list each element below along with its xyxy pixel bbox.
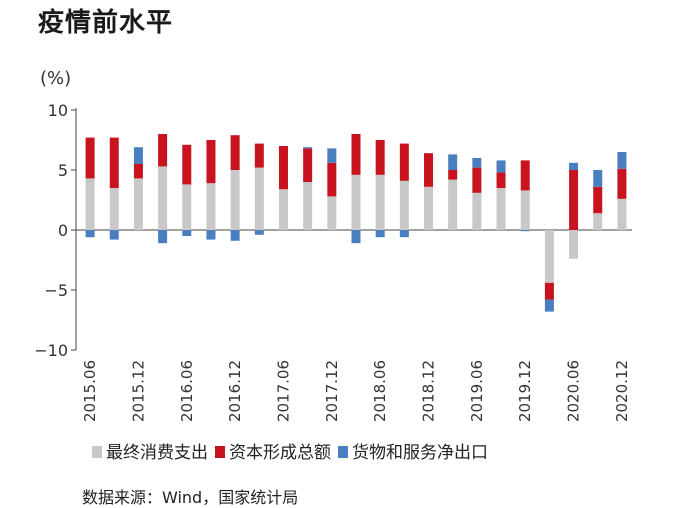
chart-bars: [85, 134, 627, 312]
bar-segment: [303, 147, 313, 149]
x-tick-label: 2017.06: [274, 360, 292, 422]
bar-segment: [109, 188, 119, 230]
x-tick-label: 2019.06: [468, 360, 486, 422]
bar-segment: [158, 230, 168, 244]
bar-segment: [351, 230, 361, 244]
legend-swatch: [338, 446, 348, 458]
bar-segment: [327, 148, 337, 163]
x-tick-label: 2018.06: [371, 360, 389, 422]
bar-segment: [496, 188, 506, 230]
bar-segment: [472, 167, 482, 193]
bar-segment: [569, 230, 579, 259]
bar-segment: [617, 152, 627, 169]
y-tick-label: 5: [58, 161, 68, 180]
chart-legend: 最终消费支出 资本形成总额 货物和服务净出口: [92, 443, 488, 463]
y-tick-label: 10: [48, 101, 68, 120]
bar-segment: [593, 186, 603, 214]
legend-label: 资本形成总额: [229, 443, 331, 463]
bar-segment: [399, 230, 409, 238]
legend-swatch: [92, 446, 102, 458]
bar-segment: [182, 144, 192, 185]
bar-segment: [448, 170, 458, 180]
bar-segment: [424, 186, 434, 230]
legend-label: 最终消费支出: [106, 443, 208, 463]
bar-segment: [230, 135, 240, 170]
bar-segment: [327, 196, 337, 230]
x-tick-label: 2020.12: [613, 360, 631, 422]
bar-segment: [448, 179, 458, 230]
y-tick-label: −10: [34, 341, 68, 360]
bar-segment: [351, 134, 361, 175]
bar-segment: [617, 198, 627, 230]
bar-segment: [593, 213, 603, 230]
bar-segment: [278, 189, 288, 230]
bar-segment: [85, 137, 95, 179]
bar-segment: [424, 153, 434, 187]
bar-segment: [85, 230, 95, 238]
bar-segment: [399, 180, 409, 230]
bar-segment: [327, 162, 337, 197]
bar-segment: [617, 168, 627, 199]
y-axis-unit-label: (%): [40, 68, 71, 89]
bar-segment: [182, 230, 192, 236]
bar-segment: [206, 230, 216, 240]
bar-segment: [496, 172, 506, 188]
x-tick-label: 2017.12: [323, 360, 341, 422]
bar-segment: [158, 166, 168, 230]
legend-swatch: [215, 446, 225, 458]
x-tick-label: 2019.12: [516, 360, 534, 422]
bar-segment: [254, 230, 264, 235]
legend-label: 货物和服务净出口: [352, 443, 488, 463]
bar-segment: [133, 147, 143, 164]
bar-segment: [254, 167, 264, 230]
bar-segment: [593, 170, 603, 187]
x-tick-label: 2015.06: [81, 360, 99, 422]
bar-segment: [472, 158, 482, 168]
bar-segment: [206, 183, 216, 230]
bar-segment: [520, 230, 530, 232]
bar-segment: [375, 140, 385, 175]
bar-segment: [109, 137, 119, 188]
bar-segment: [206, 140, 216, 184]
bar-segment: [569, 170, 579, 230]
bar-segment: [399, 143, 409, 181]
x-tick-label: 2020.06: [565, 360, 583, 422]
bar-segment: [303, 182, 313, 230]
y-tick-label: −5: [44, 281, 68, 300]
bar-segment: [278, 146, 288, 190]
bar-segment: [254, 143, 264, 168]
bar-segment: [230, 170, 240, 230]
bar-segment: [351, 174, 361, 230]
bar-segment: [544, 230, 554, 283]
bar-segment: [133, 178, 143, 230]
bar-segment: [375, 174, 385, 230]
bar-segment: [520, 190, 530, 230]
chart-heading: 疫情前水平: [38, 8, 174, 38]
bar-segment: [109, 230, 119, 240]
bar-segment: [182, 184, 192, 230]
bar-segment: [230, 230, 240, 241]
x-tick-label: 2015.12: [129, 360, 147, 422]
bar-segment: [520, 160, 530, 191]
y-tick-label: 0: [58, 221, 68, 240]
bar-segment: [544, 299, 554, 312]
bar-segment: [472, 192, 482, 230]
bar-segment: [85, 178, 95, 230]
bar-segment: [158, 134, 168, 167]
bar-segment: [133, 164, 143, 179]
bar-segment: [569, 162, 579, 170]
x-tick-label: 2016.06: [178, 360, 196, 422]
bar-segment: [496, 160, 506, 173]
x-tick-label: 2016.12: [226, 360, 244, 422]
bar-segment: [544, 282, 554, 300]
bar-segment: [375, 230, 385, 238]
data-source-note: 数据来源：Wind，国家统计局: [82, 488, 299, 507]
bar-segment: [303, 148, 313, 182]
x-tick-labels: 2015.06 2015.12 2016.06 2016.12 2017.06 2017.…: [81, 360, 631, 422]
bar-segment: [448, 154, 458, 170]
x-tick-label: 2018.12: [420, 360, 438, 422]
